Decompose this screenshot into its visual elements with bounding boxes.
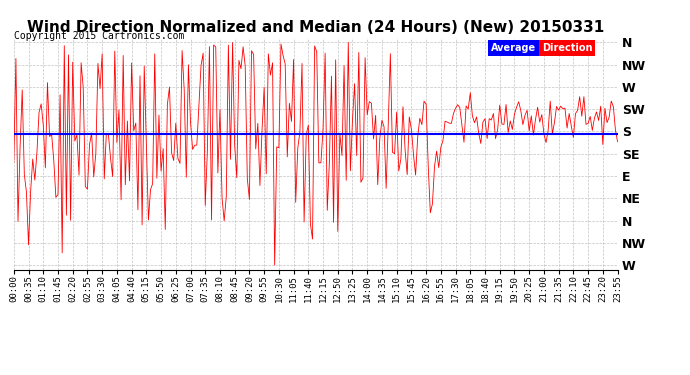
Text: Direction: Direction bbox=[542, 44, 593, 53]
Text: Average: Average bbox=[491, 44, 536, 53]
Text: Copyright 2015 Cartronics.com: Copyright 2015 Cartronics.com bbox=[14, 32, 184, 41]
Title: Wind Direction Normalized and Median (24 Hours) (New) 20150331: Wind Direction Normalized and Median (24… bbox=[27, 20, 604, 35]
